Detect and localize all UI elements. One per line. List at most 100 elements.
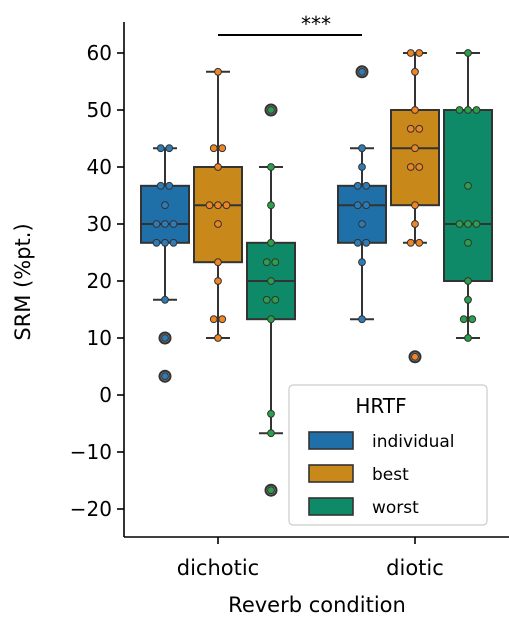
data-point [358, 67, 366, 76]
legend-frame [288, 384, 488, 526]
data-point [411, 67, 419, 76]
data-point [415, 124, 424, 133]
data-point [411, 144, 419, 153]
data-point [358, 144, 366, 153]
legend-label-worst: worst [372, 498, 419, 518]
data-point [415, 163, 424, 171]
box-group-best-dichotic [193, 67, 243, 342]
box-individual-diotic [337, 184, 387, 244]
data-point [358, 220, 366, 228]
data-point [214, 220, 222, 228]
data-point [464, 238, 472, 247]
data-point [415, 238, 424, 247]
data-point [406, 49, 415, 57]
data-point [362, 238, 371, 247]
legend-label-best: best [372, 465, 409, 485]
data-point [169, 220, 178, 228]
data-point [161, 334, 169, 342]
box-group-best-diotic [390, 49, 440, 364]
y-tick-label: 30 [87, 212, 112, 236]
data-point [411, 106, 419, 114]
data-point [406, 163, 415, 171]
box-best-diotic [390, 109, 440, 207]
legend: individual best worst [288, 384, 488, 526]
data-point [472, 106, 481, 114]
data-point [415, 49, 424, 57]
data-point [459, 315, 468, 324]
data-point [455, 106, 464, 114]
data-point [464, 181, 472, 190]
data-point [353, 201, 362, 210]
data-point [267, 238, 275, 247]
box-worst-diotic [443, 109, 493, 282]
data-point [161, 295, 169, 304]
data-point [267, 486, 275, 495]
data-point [222, 201, 231, 210]
data-point [169, 238, 178, 247]
data-point [464, 106, 472, 114]
data-point [267, 201, 275, 210]
y-tick-label: 0 [99, 383, 112, 407]
y-tick-label: 40 [87, 155, 112, 179]
data-point [353, 181, 362, 190]
data-point [267, 315, 275, 324]
data-point [267, 277, 275, 285]
x-tick-label: diotic [386, 556, 444, 580]
y-tick-label: −10 [70, 440, 112, 464]
data-point [214, 258, 222, 267]
legend-swatch-worst [308, 497, 354, 516]
data-point [214, 201, 222, 210]
data-point [464, 277, 472, 285]
data-point [152, 220, 161, 228]
data-point [209, 144, 218, 153]
data-point [411, 352, 419, 361]
data-point [267, 106, 275, 114]
data-point [161, 372, 169, 381]
data-point [468, 315, 477, 324]
data-point [411, 220, 419, 228]
box-group-worst-diotic [443, 49, 493, 342]
data-point [161, 220, 169, 228]
data-point [362, 201, 371, 210]
data-point [358, 258, 366, 267]
data-point [358, 315, 366, 324]
data-point [165, 144, 174, 153]
data-point [218, 144, 227, 153]
data-point [262, 295, 271, 304]
data-point [411, 201, 419, 210]
data-point [267, 409, 275, 418]
box-best-dichotic [193, 166, 243, 264]
data-point [464, 334, 472, 342]
y-tick-label: 10 [87, 326, 112, 350]
data-point [152, 238, 161, 247]
data-point [267, 163, 275, 171]
data-point [156, 181, 165, 190]
data-point [156, 144, 165, 153]
y-axis-label: SRM (%pt.) [11, 223, 35, 340]
data-point [464, 295, 472, 304]
data-point [209, 315, 218, 324]
data-point [205, 201, 214, 210]
legend-label-individual: individual [372, 432, 455, 452]
significance-label: *** [301, 12, 331, 36]
data-point [455, 220, 464, 228]
x-tick-label: dichotic [177, 556, 259, 580]
data-point [161, 201, 169, 210]
box-individual-dichotic [140, 184, 190, 244]
y-tick-label: 50 [87, 98, 112, 122]
data-point [214, 163, 222, 171]
data-point [214, 277, 222, 285]
data-point [353, 238, 362, 247]
y-tick-label: −20 [70, 497, 112, 521]
data-point [464, 49, 472, 57]
data-point [464, 220, 472, 228]
data-point [472, 220, 481, 228]
data-point [406, 124, 415, 133]
data-point [267, 429, 275, 438]
legend-swatch-best [308, 464, 354, 483]
y-tick-label: 20 [87, 269, 112, 293]
data-point [165, 181, 174, 190]
data-point [271, 295, 280, 304]
boxes-layer [140, 49, 493, 497]
